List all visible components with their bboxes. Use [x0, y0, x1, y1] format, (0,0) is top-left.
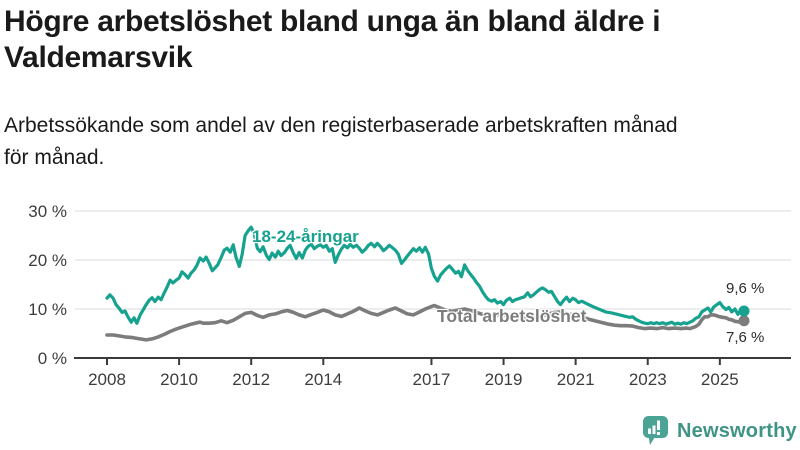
- x-tick-label-2023: 2023: [629, 370, 667, 389]
- unemployment-line-chart: 2008 2010 2012 2014 2017 2019 2021 2023 2025 30 %…: [28, 202, 791, 389]
- page-title-line-2: Valdemarsvik: [4, 41, 193, 74]
- x-tick-label-2025: 2025: [701, 370, 739, 389]
- end-dot-total: [738, 315, 750, 327]
- x-tick-label-2008: 2008: [88, 370, 126, 389]
- y-tick-label-30: 30 %: [28, 202, 67, 221]
- x-tick-label-2017: 2017: [413, 370, 451, 389]
- series-label-total: Total arbetslöshet: [437, 306, 587, 326]
- newsworthy-logo[interactable]: Newsworthy: [643, 416, 797, 446]
- newsworthy-speech-bubble-chart-icon: [643, 416, 668, 445]
- x-tick-label-2019: 2019: [485, 370, 523, 389]
- x-tick-label-2014: 2014: [304, 370, 342, 389]
- page-title: Högre arbetslöshet bland unga än bland ä…: [4, 4, 661, 76]
- end-value-label-youth: 9,6 %: [726, 280, 765, 297]
- series-line-total: [105, 303, 746, 342]
- x-tick-label-2021: 2021: [557, 370, 595, 389]
- chart-subtitle: Arbetssökande som andel av den registerb…: [4, 110, 678, 174]
- page-title-line-1: Högre arbetslöshet bland unga än bland ä…: [4, 5, 661, 38]
- end-dot-youth: [738, 305, 750, 317]
- end-value-label-total: 7,6 %: [726, 329, 765, 346]
- chart-subtitle-line-2: för månad.: [4, 146, 105, 169]
- newsworthy-logo-text: Newsworthy: [677, 419, 797, 442]
- chart-subtitle-line-1: Arbetssökande som andel av den registerb…: [4, 114, 678, 137]
- x-tick-label-2012: 2012: [232, 370, 270, 389]
- y-tick-label-0: 0 %: [38, 349, 67, 368]
- y-tick-label-10: 10 %: [28, 300, 67, 319]
- x-tick-label-2010: 2010: [160, 370, 198, 389]
- y-tick-label-20: 20 %: [28, 251, 67, 270]
- series-line-youth: [105, 225, 746, 326]
- series-label-youth: 18-24-åringar: [252, 227, 359, 246]
